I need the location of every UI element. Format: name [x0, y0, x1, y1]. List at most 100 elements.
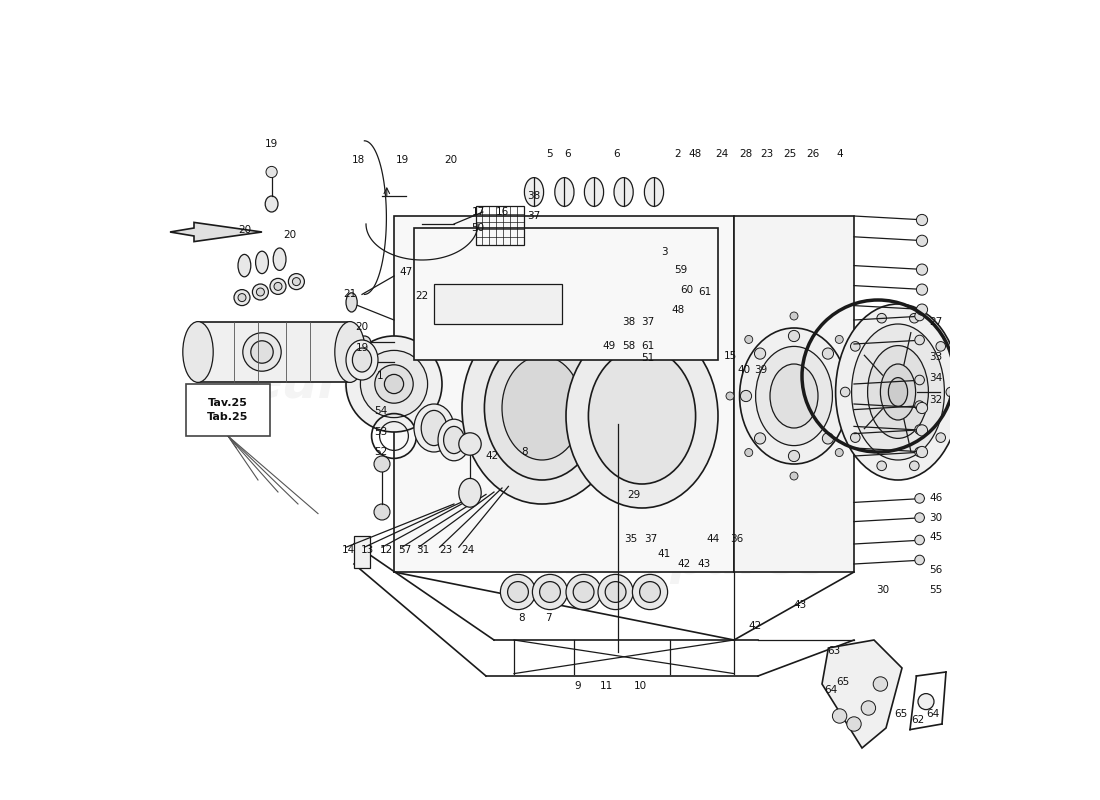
Text: 21: 21 [343, 289, 356, 298]
Ellipse shape [645, 178, 663, 206]
Bar [354, 536, 370, 568]
Polygon shape [734, 216, 854, 572]
Text: 20: 20 [355, 322, 368, 332]
Ellipse shape [346, 336, 442, 432]
Ellipse shape [265, 196, 278, 212]
Text: 10: 10 [634, 681, 647, 690]
Text: 36: 36 [730, 534, 744, 544]
Text: 30: 30 [877, 586, 890, 595]
Ellipse shape [507, 582, 528, 602]
Ellipse shape [484, 336, 600, 480]
Ellipse shape [266, 166, 277, 178]
Text: 63: 63 [827, 646, 840, 656]
Text: 34: 34 [930, 374, 943, 383]
Text: 50: 50 [472, 223, 485, 233]
Text: 48: 48 [689, 150, 702, 159]
Ellipse shape [566, 324, 718, 508]
Ellipse shape [540, 582, 560, 602]
Ellipse shape [915, 311, 924, 321]
Ellipse shape [936, 433, 946, 442]
Ellipse shape [573, 582, 594, 602]
Text: 64: 64 [926, 709, 939, 718]
Ellipse shape [459, 433, 481, 455]
Text: 44: 44 [706, 534, 719, 544]
Text: 48: 48 [671, 305, 684, 314]
Ellipse shape [273, 248, 286, 270]
Text: 33: 33 [930, 352, 943, 362]
Ellipse shape [502, 356, 582, 460]
Ellipse shape [588, 348, 695, 484]
Polygon shape [394, 216, 734, 572]
Ellipse shape [789, 330, 800, 342]
Text: 18: 18 [351, 155, 364, 165]
Text: 1: 1 [377, 371, 384, 381]
Ellipse shape [836, 390, 848, 402]
Text: 64: 64 [824, 685, 837, 694]
Ellipse shape [251, 341, 273, 363]
Ellipse shape [915, 375, 924, 385]
Ellipse shape [346, 340, 378, 380]
Ellipse shape [234, 290, 250, 306]
Ellipse shape [288, 274, 305, 290]
Text: 65: 65 [894, 709, 908, 718]
Text: 42: 42 [748, 621, 761, 630]
Ellipse shape [238, 294, 246, 302]
Ellipse shape [462, 312, 622, 504]
Ellipse shape [755, 348, 766, 359]
Text: 19: 19 [265, 139, 278, 149]
Ellipse shape [632, 574, 668, 610]
Ellipse shape [756, 346, 833, 446]
Ellipse shape [726, 392, 734, 400]
Ellipse shape [598, 574, 634, 610]
Text: 51: 51 [641, 353, 654, 362]
Ellipse shape [915, 447, 924, 457]
Polygon shape [170, 222, 262, 242]
Text: 20: 20 [238, 225, 251, 234]
Ellipse shape [880, 364, 915, 420]
Text: 28: 28 [739, 150, 752, 159]
Ellipse shape [525, 178, 543, 206]
Text: 9: 9 [574, 681, 581, 690]
Ellipse shape [740, 390, 751, 402]
Text: 45: 45 [930, 532, 943, 542]
Ellipse shape [915, 401, 924, 410]
Ellipse shape [256, 288, 264, 296]
Ellipse shape [270, 278, 286, 294]
Ellipse shape [605, 582, 626, 602]
Ellipse shape [916, 284, 927, 295]
Text: 60: 60 [680, 285, 693, 294]
Polygon shape [822, 640, 902, 748]
Ellipse shape [584, 178, 604, 206]
Text: 17: 17 [472, 207, 485, 217]
Ellipse shape [414, 404, 454, 452]
Ellipse shape [873, 677, 888, 691]
Text: 5: 5 [546, 150, 552, 159]
Ellipse shape [851, 324, 945, 460]
Ellipse shape [915, 555, 924, 565]
Ellipse shape [854, 392, 862, 400]
Ellipse shape [566, 574, 602, 610]
Text: 13: 13 [361, 545, 374, 554]
Text: 61: 61 [698, 287, 712, 297]
Ellipse shape [877, 461, 887, 470]
Ellipse shape [745, 335, 752, 343]
Text: 38: 38 [527, 191, 540, 201]
Ellipse shape [889, 378, 908, 406]
Ellipse shape [823, 348, 834, 359]
Ellipse shape [374, 504, 390, 520]
Bar [198, 322, 350, 382]
Text: 42: 42 [486, 451, 499, 461]
Text: 30: 30 [930, 513, 943, 522]
Text: 16: 16 [495, 207, 508, 217]
Text: 42: 42 [678, 559, 691, 569]
Text: 19: 19 [395, 155, 408, 165]
Text: 35: 35 [624, 534, 637, 544]
Ellipse shape [255, 251, 268, 274]
Ellipse shape [532, 574, 568, 610]
Ellipse shape [745, 449, 752, 457]
Text: 20: 20 [284, 230, 297, 240]
Ellipse shape [850, 342, 860, 351]
Ellipse shape [915, 494, 924, 503]
Text: 52: 52 [374, 447, 387, 457]
Ellipse shape [946, 387, 956, 397]
